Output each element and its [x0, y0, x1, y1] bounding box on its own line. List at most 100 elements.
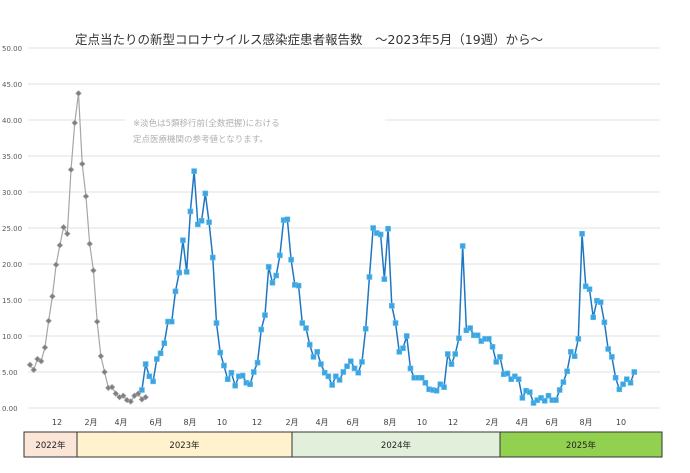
data-point: [60, 224, 67, 231]
x-tick-label: 2月: [285, 418, 298, 427]
data-point: [620, 381, 626, 388]
data-point: [75, 90, 82, 97]
data-point: [187, 208, 194, 215]
data-point: [586, 286, 593, 293]
data-point: [34, 355, 41, 363]
x-tick-label: 10: [616, 418, 626, 427]
data-point: [228, 369, 235, 376]
data-point: [221, 362, 227, 369]
x-tick-label: 6月: [149, 418, 162, 427]
data-point: [224, 376, 231, 383]
data-point: [568, 349, 574, 355]
data-point: [108, 383, 116, 391]
data-point: [191, 168, 197, 174]
data-point: [251, 369, 257, 375]
y-tick-label: 30.00: [2, 189, 22, 197]
data-point: [444, 351, 451, 357]
data-point: [183, 269, 190, 275]
data-point: [433, 387, 440, 394]
data-point: [396, 349, 403, 355]
data-point: [437, 381, 444, 388]
data-point: [168, 318, 175, 325]
data-point: [258, 326, 265, 333]
data-point: [120, 392, 127, 399]
data-point: [351, 365, 358, 372]
year-band-label: 2022年: [35, 440, 66, 451]
data-point: [545, 392, 552, 399]
data-point: [456, 335, 462, 341]
data-point: [605, 346, 611, 352]
data-point: [389, 302, 395, 309]
x-tick-label: 12: [448, 418, 458, 427]
x-tick-label: 10: [217, 418, 227, 427]
data-point: [448, 361, 455, 367]
data-point: [627, 379, 634, 386]
data-point: [56, 242, 64, 249]
data-point: [530, 400, 537, 406]
x-tick-label: 12: [52, 418, 62, 427]
data-point: [26, 361, 34, 369]
data-point: [377, 231, 384, 238]
data-point: [400, 345, 406, 352]
data-point: [366, 274, 373, 280]
data-point: [347, 358, 354, 365]
data-point: [202, 190, 209, 197]
data-point: [161, 340, 168, 347]
x-tick-label: 6月: [545, 418, 558, 427]
data-point: [239, 372, 246, 379]
data-point: [333, 373, 339, 380]
y-axis: 0.00 5.00 10.00 15.00 20.00 25.00 30.00 35.00 40…: [2, 45, 22, 413]
data-point: [150, 378, 156, 385]
data-point: [616, 386, 623, 393]
data-point: [93, 318, 101, 325]
data-point: [123, 396, 131, 404]
data-point: [392, 320, 399, 326]
data-point: [41, 344, 49, 351]
data-point: [295, 282, 302, 289]
data-point: [64, 230, 71, 237]
data-point: [609, 354, 615, 360]
y-tick-label: 45.00: [2, 81, 22, 89]
data-point: [553, 397, 559, 403]
data-point: [422, 379, 429, 386]
data-point: [355, 369, 362, 376]
data-point: [359, 359, 365, 365]
data-point: [273, 272, 279, 279]
y-tick-label: 20.00: [2, 261, 22, 269]
year-band-label: 2023年: [169, 440, 200, 451]
data-point: [493, 359, 500, 365]
annotation-line-1: ※淡色は5類移行前(全数把握)における: [133, 118, 280, 129]
data-point: [142, 393, 149, 401]
year-band: [23, 431, 78, 458]
data-point: [247, 381, 253, 388]
x-tick-label: 12: [252, 418, 262, 427]
data-point: [254, 359, 261, 366]
data-point: [303, 325, 309, 331]
data-point: [344, 363, 350, 370]
data-point: [112, 390, 120, 397]
data-point: [86, 240, 93, 248]
data-point: [142, 361, 149, 367]
data-point: [97, 352, 105, 360]
data-point: [590, 314, 597, 321]
x-tick-label: 6月: [346, 418, 359, 427]
data-point: [198, 218, 205, 224]
data-point: [489, 343, 496, 350]
data-point: [515, 376, 522, 383]
data-point: [217, 349, 224, 356]
data-point: [407, 365, 414, 372]
data-point: [146, 373, 153, 380]
data-point: [474, 332, 481, 339]
data-point: [78, 160, 86, 168]
x-axis: 12 2月 4月 6月 8月 10 12 2月 4月 6月 8月 10 12 2月 4月 6月 8月 10: [52, 418, 626, 427]
data-point: [37, 357, 45, 365]
data-point: [575, 336, 582, 342]
data-point: [519, 395, 526, 401]
data-point: [49, 293, 56, 300]
year-band: [499, 431, 663, 458]
data-point: [362, 325, 369, 332]
data-point: [527, 389, 533, 395]
x-tick-label: 8月: [579, 418, 592, 427]
